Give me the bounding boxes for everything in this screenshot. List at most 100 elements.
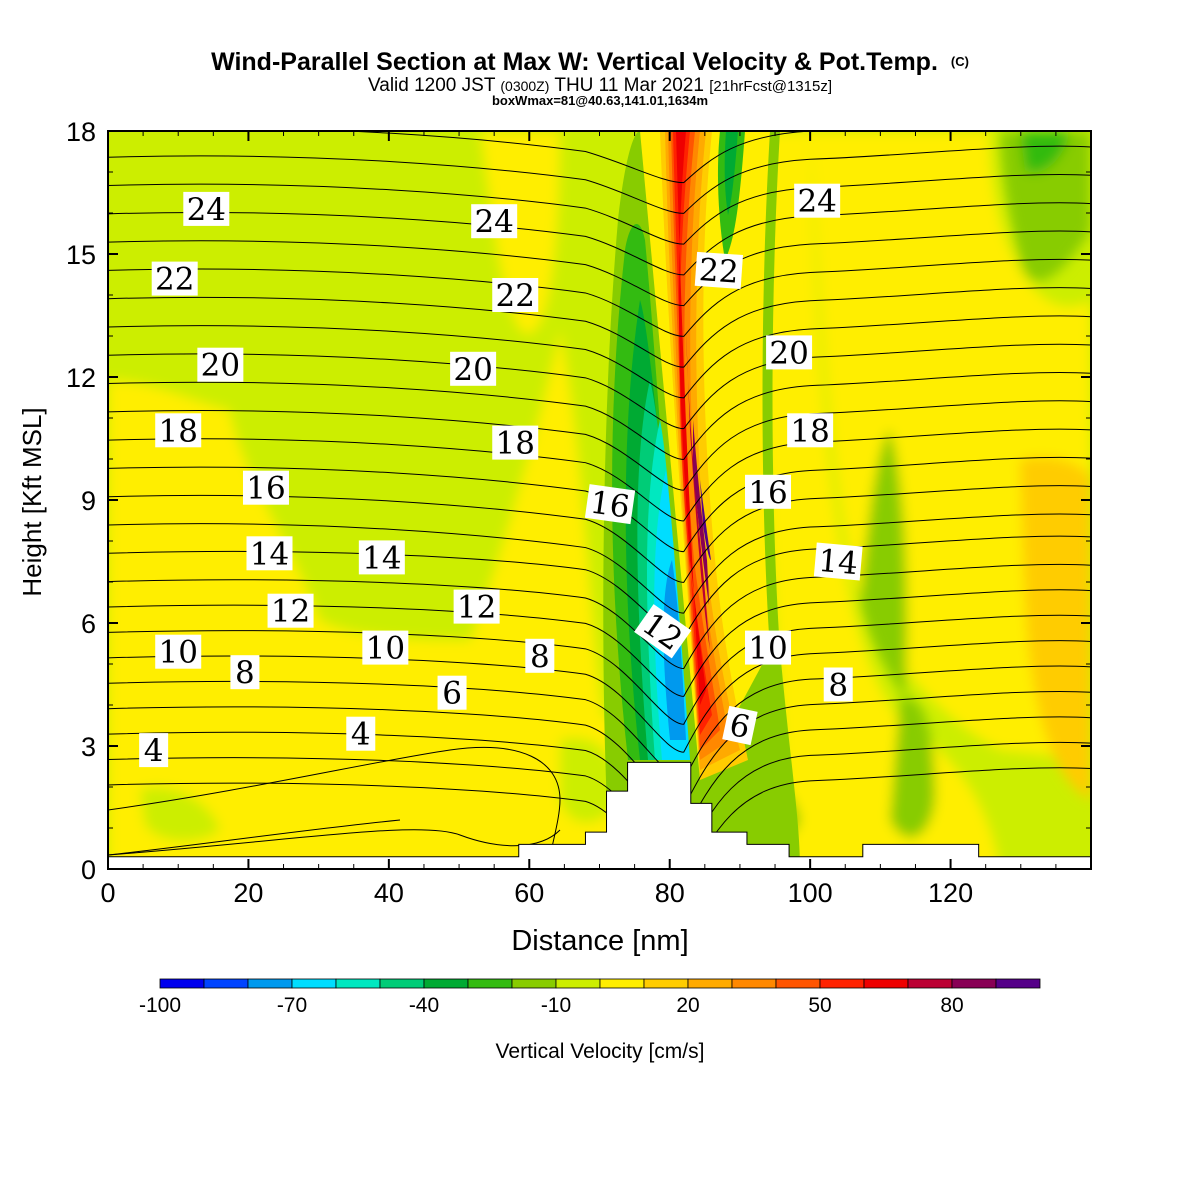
band-green-top-dark [724,131,738,215]
contour-label: 6 [722,705,758,746]
colorbar-swatch [731,978,777,989]
contour-label: 12 [267,593,314,630]
contour-label: 24 [183,191,230,228]
y-tick-label: 18 [66,117,96,147]
theta-contour-line [108,315,1091,399]
y-tick-label: 15 [66,240,96,270]
contour-label: 22 [492,278,539,314]
contour-label: 6 [437,675,467,712]
colorbar-swatch [863,978,909,989]
contour-label-text: 20 [769,335,808,371]
region-lime-low-left [140,787,220,841]
contour-label-text: 14 [362,540,401,576]
contour-label: 14 [358,540,405,576]
terrain [108,761,1091,869]
contour-label: 18 [787,413,834,449]
theta-contour-line [108,589,1091,697]
colorbar-swatch [159,978,205,989]
colorbar-tick-label: 80 [940,994,963,1017]
contour-label-text: 22 [496,278,535,314]
theta-contour-line [108,287,1091,368]
velocity-fill-layer [108,131,1091,869]
colorbar-swatch [423,978,469,989]
theta-contour-line [108,485,1091,583]
contour-label: 22 [694,251,743,291]
contour-label-text: 10 [748,631,787,667]
axes: 0 20 40 60 80 100 120 0 3 6 9 12 15 18 [66,117,1091,908]
theta-contour-line [108,230,1091,307]
x-tick-label: 40 [374,878,404,908]
contour-label: 8 [525,638,555,675]
theta-contour-line [108,145,1091,214]
contour-label-text: 4 [144,733,164,769]
contour-label-text: 14 [817,543,859,582]
x-axis-label: Distance [nm] [511,925,688,957]
contour-label-text: 22 [698,252,740,291]
colorbar-swatch [379,978,425,989]
terrain-profile [108,761,1091,869]
y-axis-label: Height [Kft MSL] [17,407,47,596]
theta-contour-line [335,131,822,184]
theta-contour-line [108,563,1091,670]
theta-contour-line [108,173,1091,245]
chart-subtitle: Valid 1200 JST (0300Z) THU 11 Mar 2021 [… [368,75,832,96]
colorbar-swatch [467,978,513,989]
colorbar-tick-label: -70 [277,994,307,1017]
colorbar-swatch [687,978,733,989]
contour-label: 4 [139,733,169,769]
theta-contour-line [108,202,1091,276]
contour-label-text: 24 [187,192,226,228]
colorbar-swatch [775,978,821,989]
band-red [673,131,712,735]
contour-label: 16 [745,474,792,511]
y-tick-label: 3 [81,732,96,762]
contour-label: 16 [584,484,636,526]
colorbar-swatch [907,978,953,989]
contour-label-text: 18 [158,413,197,449]
contour-label-text: 24 [797,184,836,220]
region-lime-low-mid [560,738,620,823]
contour-label: 10 [745,630,792,667]
contour-label-text: 6 [442,676,462,712]
contour-label: 20 [450,351,497,388]
contour-label-text: 22 [155,262,194,298]
contour-label-text: 12 [271,594,310,630]
y-tick-label: 0 [81,855,96,885]
contour-label: 10 [362,630,409,667]
contour-label-text: 8 [828,668,848,704]
contour-label-text: 18 [790,413,829,449]
colorbar-label: Vertical Velocity [cm/s] [496,1040,705,1063]
contour-label-text: 8 [235,655,255,691]
contour-label-text: 16 [246,471,285,507]
theta-contour-line [108,513,1091,614]
contour-label-text: 20 [453,352,492,388]
contour-label-text: 10 [366,631,405,667]
contour-label: 22 [151,261,198,298]
region-yellow-low [108,694,620,869]
region-green-right-2 [890,698,935,838]
colorbar-tick-label: -100 [139,994,181,1017]
y-tick-label: 12 [66,363,96,393]
contour-label: 18 [492,425,539,462]
contour-label-text: 14 [250,536,289,572]
contour-label: 12 [453,589,500,626]
contour-label: 18 [155,413,202,449]
colorbar-swatch [951,978,997,989]
theta-contour-line [108,767,1091,869]
contour-label-text: 16 [748,475,787,511]
colorbar-swatch [335,978,381,989]
band-red-orange [671,131,720,750]
chart-subtitle-2: boxWmax=81@40.63,141.01,1634m [492,93,708,108]
colorbar-swatch [555,978,601,989]
contour-label-text: 24 [474,204,513,240]
contour-label: 20 [766,335,813,371]
theta-contour-line [108,428,1091,522]
contour-label-text: 16 [588,485,632,526]
colorbar-tick-label: -10 [541,994,571,1017]
colorbar-swatch [599,978,645,989]
contour-label-text: 4 [351,717,371,753]
colorbar-swatch [203,978,249,989]
colorbar-swatch [819,978,865,989]
